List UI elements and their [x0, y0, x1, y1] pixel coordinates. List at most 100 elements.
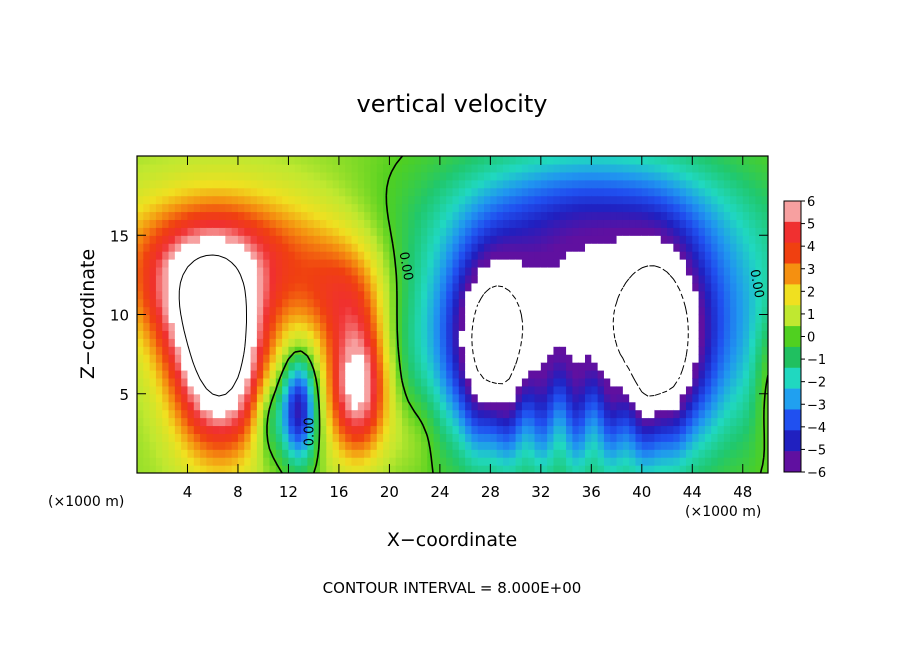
field-cell [509, 156, 517, 165]
field-cell [319, 393, 327, 403]
field-cell [711, 227, 719, 236]
field-cell [723, 179, 731, 189]
field-cell [376, 243, 384, 252]
field-cell [212, 465, 220, 473]
field-cell [685, 409, 693, 419]
field-cell [711, 266, 719, 276]
field-cell [256, 330, 264, 339]
field-cell [200, 235, 208, 244]
field-cell [641, 163, 649, 173]
field-cell [137, 195, 144, 205]
field-cell [237, 179, 245, 189]
field-cell [704, 282, 712, 292]
field-cell [736, 393, 744, 403]
field-cell [749, 266, 756, 276]
field-cell [433, 330, 441, 339]
field-cell [477, 259, 485, 268]
field-cell [515, 251, 523, 260]
field-cell [711, 306, 719, 316]
field-cell [206, 441, 214, 450]
field-cell [622, 179, 630, 189]
field-cell [648, 449, 656, 458]
field-cell [155, 330, 163, 339]
field-cell [212, 235, 220, 244]
field-cell [641, 227, 649, 236]
field-cell [219, 393, 226, 403]
field-cell [484, 179, 491, 189]
field-cell [477, 227, 485, 236]
field-cell [206, 259, 214, 268]
field-cell [155, 274, 163, 284]
field-cell [597, 369, 605, 379]
field-cell [452, 441, 460, 450]
field-cell [307, 393, 315, 403]
field-cell [465, 171, 473, 181]
field-cell [345, 449, 353, 458]
field-cell [282, 235, 290, 244]
field-cell [490, 322, 498, 331]
field-cell [591, 362, 599, 371]
field-cell [679, 171, 687, 181]
field-cell [452, 425, 460, 434]
field-cell [389, 322, 397, 331]
field-cell [553, 251, 561, 260]
field-cell [572, 362, 580, 371]
field-cell [496, 163, 504, 173]
field-cell [162, 314, 170, 324]
field-cell [553, 338, 561, 347]
field-cell [319, 354, 327, 363]
field-cell [332, 203, 340, 213]
field-cell [484, 425, 491, 434]
field-cell [755, 433, 763, 442]
field-cell [338, 219, 346, 228]
field-cell [389, 346, 397, 355]
field-cell [547, 401, 555, 411]
field-cell [256, 259, 264, 268]
field-cell [692, 330, 700, 339]
field-cell [256, 314, 264, 324]
field-cell [294, 187, 302, 197]
field-cell [585, 362, 592, 371]
field-cell [269, 314, 277, 324]
field-cell [433, 259, 441, 268]
field-cell [219, 163, 226, 173]
field-cell [578, 259, 586, 268]
field-cell [509, 219, 517, 228]
field-cell [578, 362, 586, 371]
field-cell [206, 156, 214, 165]
field-cell [458, 187, 466, 197]
field-cell [395, 179, 403, 189]
field-cell [723, 417, 731, 427]
field-cell [389, 449, 397, 458]
field-cell [572, 235, 580, 244]
field-cell [357, 369, 365, 379]
field-cell [162, 163, 170, 173]
field-cell [477, 369, 485, 379]
field-cell [225, 457, 233, 466]
field-cell [540, 282, 548, 292]
field-cell [414, 219, 422, 228]
colorbar-tick-label: −3 [807, 398, 826, 413]
field-cell [540, 409, 548, 419]
field-cell [263, 346, 271, 355]
field-cell [200, 266, 208, 276]
field-cell [244, 171, 252, 181]
field-cell [174, 306, 182, 316]
field-cell [376, 409, 384, 419]
field-cell [685, 187, 693, 197]
x-tick-label: 32 [531, 483, 550, 501]
field-cell [446, 290, 454, 300]
field-cell [673, 362, 681, 371]
field-cell [256, 251, 264, 260]
field-cell [477, 322, 485, 331]
field-cell [648, 195, 656, 205]
field-cell [692, 433, 700, 442]
field-cell [534, 354, 542, 363]
field-cell [509, 274, 517, 284]
field-cell [376, 465, 384, 473]
field-cell [408, 298, 416, 308]
field-cell [383, 243, 390, 252]
field-cell [301, 449, 308, 458]
field-cell [540, 298, 548, 308]
field-cell [496, 385, 504, 395]
